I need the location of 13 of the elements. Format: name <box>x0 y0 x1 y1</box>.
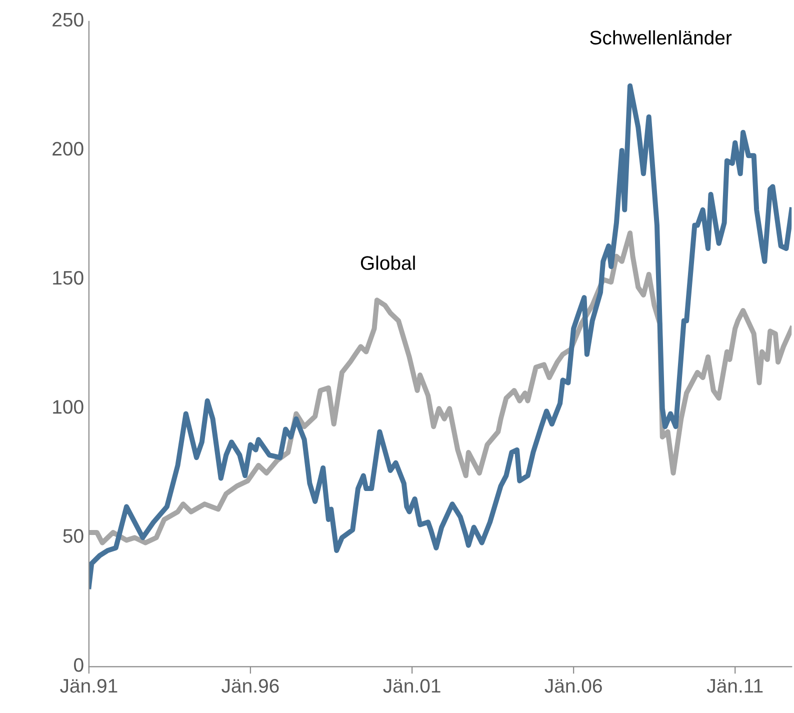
y-tick-label: 150 <box>53 270 84 285</box>
y-tick-label: 0 <box>74 658 84 672</box>
x-tick-label: Jän.91 <box>60 678 118 693</box>
y-tick-label: 50 <box>63 529 84 543</box>
annotation: Schwellenländer <box>590 30 732 45</box>
x-tick-label: Jän.11 <box>706 679 763 693</box>
x-tick-label: Jän.01 <box>383 678 440 693</box>
annotation: Global <box>360 256 415 270</box>
x-tick-label: Jän.06 <box>544 678 602 693</box>
y-tick-label: 100 <box>53 400 84 414</box>
y-tick-label: 200 <box>52 142 84 156</box>
y-tick-label: 250 <box>52 12 84 27</box>
x-tick-label: Jän.96 <box>222 678 279 693</box>
